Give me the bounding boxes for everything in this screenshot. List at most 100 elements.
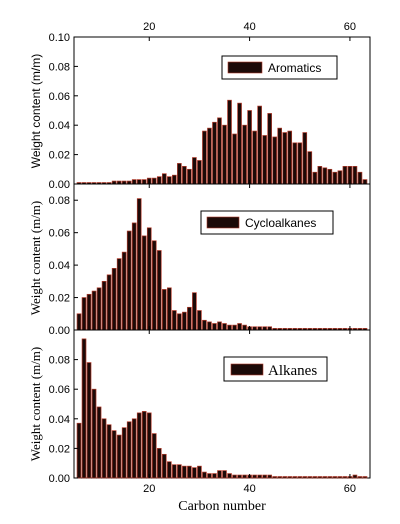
alkanes-bar [101,418,107,479]
cycloalkanes-bar [81,297,87,331]
cycloalkanes-legend-label: Cycloalkanes [245,216,316,230]
aromatics-bar [287,130,293,185]
alkanes-bar [111,430,117,479]
aromatics-bar [257,105,262,185]
cycloalkanes-bar [227,324,232,331]
cycloalkanes-bar [237,323,242,331]
cycloalkanes-bar [156,250,162,331]
aromatics-bar [167,176,172,185]
aromatics-y-tick-label: 0.00 [49,179,70,191]
top-x-tick-labels: 20 40 60 [143,21,356,33]
alkanes-bar [222,470,227,479]
cycloalkanes-y-tick-label: 0.00 [49,325,70,337]
cycloalkanes-bar [126,230,132,331]
cycloalkanes-legend-swatch [206,216,240,229]
alkanes-bar [187,465,192,479]
aromatics-legend-swatch [227,61,263,74]
aromatics-bar [317,166,323,185]
alkanes-bar [287,476,293,479]
aromatics-bar [302,132,308,185]
alkanes-bar [297,476,303,479]
aromatics-bar [212,121,217,185]
cycloalkanes-y-ticks: 0.00 0.02 0.04 0.06 0.08 [49,184,351,337]
aromatics-bar [172,174,177,185]
alkanes-bar [76,422,82,479]
aromatics-bar [242,124,247,185]
cycloalkanes-bar [212,323,217,331]
aromatics-bar [156,176,162,185]
top-x-tick-label: 20 [143,21,155,33]
alkanes-bar [337,476,343,479]
alkanes-bar [197,465,202,479]
aromatics-bar [327,168,333,185]
aromatics-bar [357,171,363,185]
alkanes-bar [262,474,267,479]
aromatics-bar [332,171,338,185]
aromatics-bar [297,142,303,185]
aromatics-bar [252,130,257,185]
aromatics-bar [307,151,313,185]
aromatics-bar [262,135,267,185]
alkanes-y-ticks: 0.00 0.02 0.04 0.06 0.08 [49,330,351,485]
cycloalkanes-y-tick-label: 0.06 [49,228,70,240]
alkanes-bar [322,476,328,479]
aromatics-bar [322,167,328,185]
alkanes-bar [141,411,147,479]
alkanes-legend: Alkanes [223,356,328,382]
cycloalkanes-y-tick-label: 0.08 [49,195,70,207]
alkanes-bar [327,476,333,479]
aromatics-y-tick-label: 0.02 [49,150,70,162]
alkanes-bar [232,474,237,479]
alkanes-bar [267,474,272,479]
alkanes-bar [96,406,102,479]
cycloalkanes-bar [101,280,107,331]
aromatics-bar [136,179,142,185]
bottom-x-tick-label: 40 [243,483,255,495]
aromatics-legend-label: Aromatics [268,61,321,75]
alkanes-bar [106,424,112,479]
alkanes-bar [252,474,257,479]
alkanes-y-tick-label: 0.00 [49,473,70,485]
aromatics-bar [292,142,298,185]
cycloalkanes-bar [177,313,182,331]
aromatics-y-tick-label: 0.06 [49,91,70,103]
top-x-tick-label: 40 [243,21,255,33]
aromatics-bar [177,163,182,185]
alkanes-bar [272,476,277,479]
cycloalkanes-bar [187,306,192,331]
x-axis-label: Carbon number [178,499,266,514]
aromatics-bar [182,166,187,185]
bottom-x-tick-label: 20 [143,483,155,495]
alkanes-bar [277,476,282,479]
aromatics-bar [272,136,277,185]
alkanes-bar [156,448,162,479]
alkanes-panel: 0.00 0.02 0.04 0.06 0.08 Weight content (m/m… [28,329,371,485]
aromatics-bar [342,166,348,185]
aromatics-bar [222,124,227,185]
cycloalkanes-bar [91,290,97,331]
alkanes-bar [151,433,157,479]
cycloalkanes-bar [76,313,82,331]
alkanes-bar [302,476,308,479]
cycloalkanes-y-tick-label: 0.04 [49,260,70,272]
alkanes-bar [146,412,152,479]
aromatics-bar [202,130,207,185]
alkanes-y-tick-label: 0.08 [49,355,70,367]
alkanes-y-axis-label: Weight content (m/m) [28,347,43,461]
cycloalkanes-bar [202,319,207,331]
cycloalkanes-bar [197,310,202,331]
alkanes-bar [121,427,127,479]
top-x-tick-label: 60 [344,21,356,33]
alkanes-bar [192,467,197,479]
bottom-x-tick-labels: 20 40 60 [143,483,356,495]
cycloalkanes-bar [222,323,227,331]
aromatics-bar [217,117,222,185]
cycloalkanes-bar [121,251,127,331]
cycloalkanes-bar [96,287,102,331]
alkanes-legend-label: Alkanes [268,363,317,379]
alkanes-bar [81,338,87,479]
cycloalkanes-bar [172,310,177,331]
alkanes-bar [342,476,348,479]
aromatics-bar [277,127,282,185]
